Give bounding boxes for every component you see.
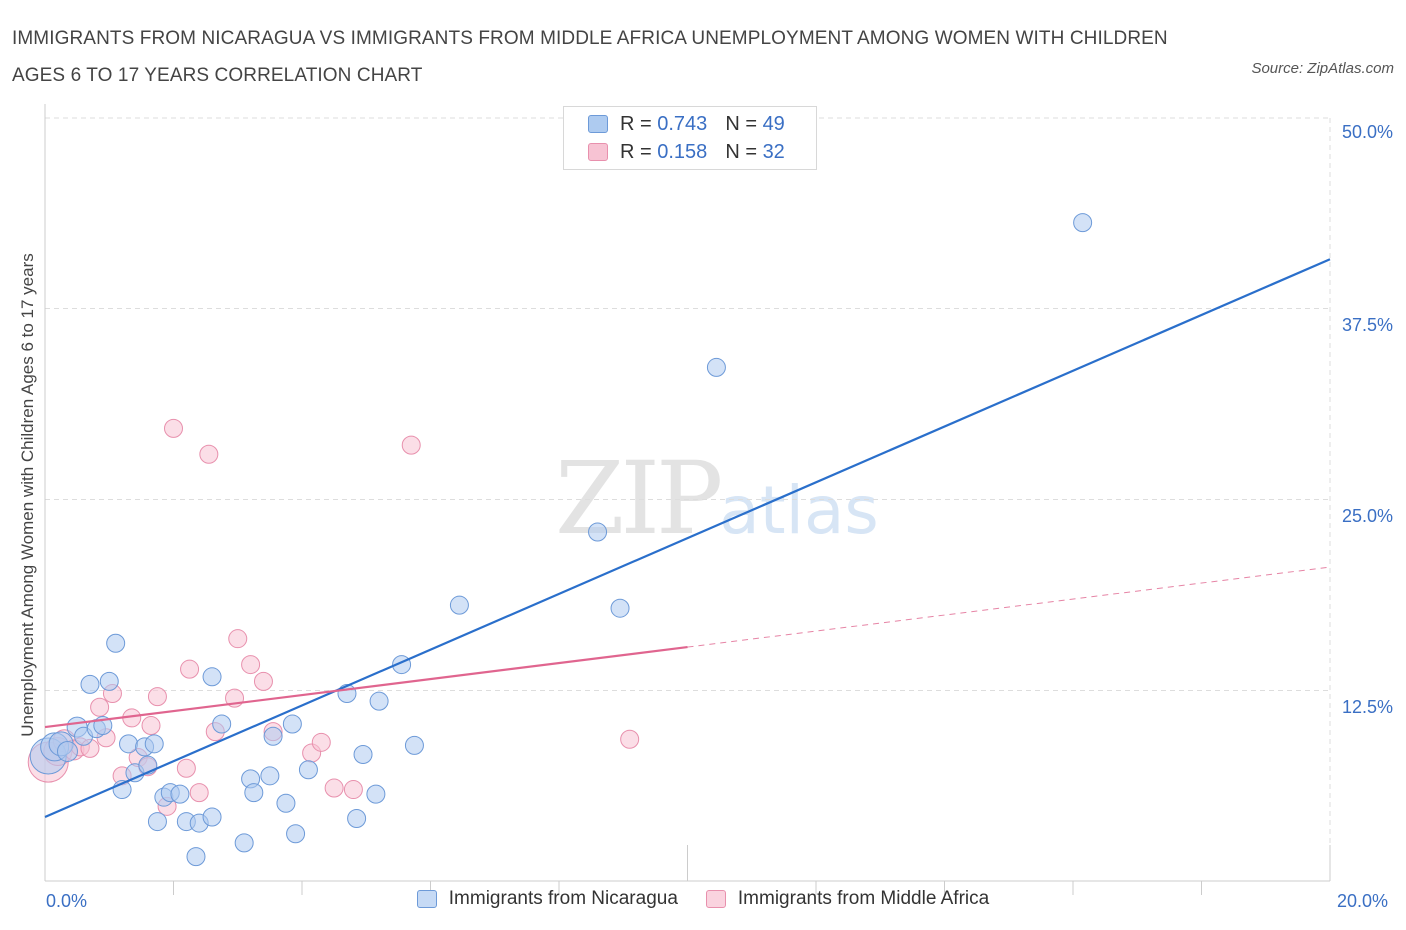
legend-swatch-blue (588, 115, 608, 133)
middle-africa-point (228, 629, 248, 649)
legend-r-value: 0.158 (657, 140, 708, 163)
nicaragua-point (353, 745, 373, 765)
nicaragua-point (144, 734, 164, 754)
legend-swatch-pink (705, 890, 726, 908)
nicaragua-point (369, 691, 389, 711)
watermark-atlas: atlas (719, 472, 879, 549)
y-tick-label: 12.5% (1341, 697, 1393, 717)
nicaragua-point (202, 667, 222, 687)
nicaragua-point (337, 684, 357, 704)
trend-lines (44, 258, 1331, 819)
nicaragua-point (347, 809, 367, 829)
nicaragua-point (99, 671, 119, 691)
middle-africa-point (189, 783, 209, 803)
series-middle-africa-points (27, 418, 640, 816)
nicaragua-point (366, 784, 386, 804)
series-legend: Immigrants from Nicaragua Immigrants fro… (0, 888, 1406, 910)
nicaragua-point (119, 734, 139, 754)
legend-label-middle-africa: Immigrants from Middle Africa (737, 888, 990, 909)
nicaragua-point (106, 633, 126, 653)
nicaragua-point (263, 726, 283, 746)
legend-item-nicaragua: Immigrants from Nicaragua (416, 888, 678, 910)
x-tick-label-min: 0.0% (46, 891, 88, 911)
nicaragua-point (212, 714, 232, 734)
nicaragua-point (260, 766, 280, 786)
middle-africa-point (180, 659, 200, 679)
chart-title: IMMIGRANTS FROM NICARAGUA VS IMMIGRANTS … (12, 28, 1168, 86)
source-credit: Source: ZipAtlas.com (1251, 60, 1394, 77)
nicaragua-point (202, 807, 222, 827)
nicaragua-point (186, 847, 206, 867)
legend-n-value: 32 (762, 140, 785, 163)
legend-label-nicaragua: Immigrants from Nicaragua (448, 888, 678, 909)
nicaragua-point (404, 735, 424, 755)
nicaragua-point (282, 714, 302, 734)
legend-n-value: 49 (762, 112, 785, 135)
middle-africa-point (90, 697, 110, 717)
y-tick-label: 37.5% (1341, 315, 1393, 335)
middle-africa-point (241, 655, 261, 675)
legend-r-value: 0.743 (657, 112, 708, 135)
legend-n-label: N = (725, 112, 757, 135)
nicaragua-point (449, 595, 469, 615)
nicaragua-point (610, 598, 630, 618)
nicaragua-point (56, 740, 78, 762)
middle-africa-point (253, 671, 273, 691)
watermark-zip: ZIP (555, 440, 723, 557)
y-axis-label: Unemployment Among Women with Children A… (18, 253, 37, 737)
nicaragua-point (234, 833, 254, 853)
middle-africa-point (620, 729, 640, 749)
legend-swatch-pink (588, 143, 608, 161)
legend-row-middle-africa: R = 0.158 N = 32 (588, 140, 785, 164)
nicaragua-point (298, 760, 318, 780)
legend-r-label: R = (620, 140, 652, 163)
middle-africa-point (176, 758, 196, 778)
legend-row-nicaragua: R = 0.743 N = 49 (588, 112, 785, 136)
legend-r-label: R = (620, 112, 652, 135)
x-tick-label-max: 20.0% (1337, 891, 1389, 911)
nicaragua-point (147, 812, 167, 832)
nicaragua-point (1073, 213, 1093, 233)
nicaragua-point (244, 783, 264, 803)
nicaragua-point (276, 793, 296, 813)
legend-swatch-blue (416, 890, 437, 908)
middle-africa-trend-line (44, 645, 688, 729)
nicaragua-point (170, 784, 190, 804)
middle-africa-point (401, 435, 421, 455)
y-tick-label: 25.0% (1341, 506, 1393, 526)
grid-lines (45, 117, 1331, 881)
correlation-legend: R = 0.743 N = 49 R = 0.158 N = 32 (563, 106, 817, 170)
nicaragua-point (80, 674, 100, 694)
middle-africa-point (199, 444, 219, 464)
legend-item-middle-africa: Immigrants from Middle Africa (705, 888, 990, 910)
middle-africa-point (324, 778, 344, 798)
y-tick-label: 50.0% (1341, 122, 1393, 142)
middle-africa-trend-line-extension (687, 566, 1331, 648)
middle-africa-point (343, 780, 363, 800)
middle-africa-point (164, 418, 183, 438)
watermark: ZIPatlas (555, 440, 879, 557)
nicaragua-point (706, 357, 726, 377)
legend-n-label: N = (725, 140, 757, 163)
nicaragua-point (286, 824, 306, 844)
middle-africa-point (147, 687, 167, 707)
nicaragua-trend-line (44, 258, 1331, 819)
middle-africa-point (141, 716, 161, 736)
nicaragua-point (588, 522, 608, 542)
middle-africa-point (311, 732, 331, 752)
